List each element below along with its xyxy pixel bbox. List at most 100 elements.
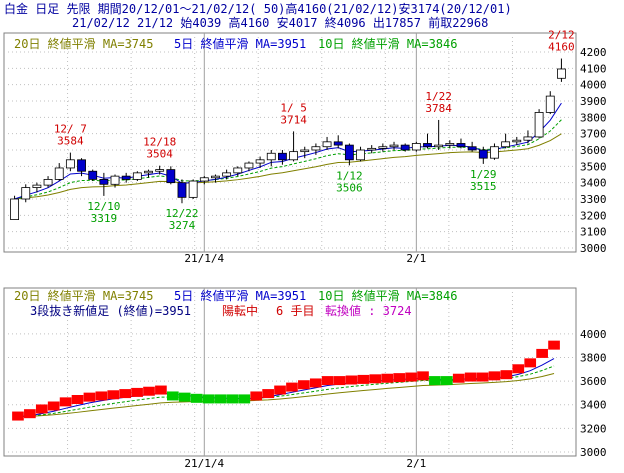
down-brick [202, 394, 215, 404]
up-brick [548, 340, 560, 350]
candle-body [434, 144, 444, 148]
upper-y-tick: 3700 [580, 128, 607, 141]
up-brick [274, 385, 286, 395]
extreme-value-label: 3506 [336, 181, 363, 194]
up-brick [59, 397, 72, 407]
header-line-1: 白金 日足 先限 期間20/12/01～21/02/12( 50)高4160(2… [4, 2, 512, 16]
up-brick [464, 372, 477, 382]
candle-body [155, 169, 165, 172]
up-brick [83, 392, 96, 402]
candle-body [333, 141, 343, 146]
lower-ma-lines [17, 358, 555, 418]
candle-body [77, 159, 86, 172]
up-brick [35, 404, 48, 414]
lower-legend-ma5: 5日 終値平滑 MA=3951 [174, 288, 306, 303]
up-brick [309, 378, 322, 388]
down-brick [166, 391, 179, 401]
up-brick [321, 376, 334, 386]
up-brick [452, 373, 465, 383]
extreme-date-label: 2/12 [548, 29, 575, 42]
up-brick [476, 372, 489, 382]
bricks [12, 340, 560, 421]
candle-body [300, 149, 310, 153]
ma20-line [14, 133, 562, 200]
extreme-value-label: 3784 [425, 102, 452, 115]
down-brick [226, 394, 239, 404]
upper-legend-ma20: 20日 終値平滑 MA=3745 [14, 36, 153, 51]
upper-x-tick: 21/1/4 [184, 252, 224, 265]
lower-legend-status: 陽転中 [222, 303, 258, 318]
upper-y-tick: 3900 [580, 95, 607, 108]
lower-legend-ma20: 20日 終値平滑 MA=3745 [14, 288, 153, 303]
lower-y-tick: 3200 [580, 422, 607, 435]
extreme-date-label: 1/ 5 [280, 101, 307, 114]
extreme-value-label: 3584 [57, 135, 84, 148]
candle-body [501, 141, 511, 148]
up-brick [107, 390, 120, 400]
up-brick [393, 373, 406, 383]
upper-y-tick: 4100 [580, 62, 607, 75]
extreme-date-label: 12/10 [87, 200, 120, 213]
up-brick [333, 376, 346, 386]
up-brick [24, 409, 36, 419]
up-brick [12, 411, 24, 421]
candle-body [43, 178, 53, 186]
upper-y-tick: 3300 [580, 193, 607, 206]
candle-body [199, 177, 209, 182]
candle-body [512, 139, 522, 143]
extreme-value-label: 3504 [146, 148, 173, 161]
candle-body [54, 167, 64, 180]
candle-body [344, 144, 354, 161]
candle-body [456, 143, 466, 148]
candle-body [21, 187, 31, 200]
upper-y-tick: 3000 [580, 242, 607, 255]
upper-y-tick: 3200 [580, 209, 607, 222]
candle-body [523, 136, 533, 141]
lower-y-tick: 4000 [580, 328, 607, 341]
candle-body [389, 144, 399, 148]
upper-legend-ma5: 5日 終値平滑 MA=3951 [174, 36, 306, 51]
upper-y-tick: 3800 [580, 111, 607, 124]
up-brick [95, 391, 108, 401]
lower-y-tick: 3400 [580, 399, 607, 412]
lower-y-tick: 3000 [580, 446, 607, 459]
lower-legend-ma10: 10日 終値平滑 MA=3846 [318, 288, 457, 303]
up-brick [71, 395, 84, 404]
lower-y-tick: 3600 [580, 375, 607, 388]
candle-body [423, 143, 432, 148]
extreme-date-label: 12/22 [165, 207, 198, 220]
candle-body [32, 184, 42, 188]
extreme-value-label: 3714 [280, 113, 307, 126]
up-brick [143, 386, 155, 396]
candle-body [490, 146, 499, 159]
down-brick [190, 393, 203, 403]
up-brick [357, 374, 370, 384]
candle-body [99, 178, 109, 185]
up-brick [536, 348, 548, 358]
down-brick [440, 376, 453, 386]
extreme-value-label: 4160 [548, 41, 575, 54]
up-brick [155, 385, 167, 395]
candle-body [322, 141, 332, 148]
candle-body [356, 149, 365, 161]
candle-body [545, 95, 555, 113]
candle-body [144, 170, 153, 174]
extreme-value-label: 3274 [169, 219, 196, 232]
upper-grid [4, 33, 576, 252]
candle-body [311, 146, 321, 151]
candle-body [110, 175, 120, 185]
candle-body [244, 162, 254, 169]
candle-body [121, 175, 131, 180]
lower-x-tick: 2/1 [406, 457, 426, 470]
candle-body [445, 143, 455, 146]
candle-body [188, 180, 198, 198]
candle-body [557, 68, 566, 79]
upper-y-tick: 4200 [580, 46, 607, 59]
up-brick [500, 370, 513, 380]
lower-legend-reversal: 転換値 : 3724 [325, 303, 412, 318]
candle-body [166, 169, 176, 184]
candle-body [467, 146, 477, 151]
extreme-date-label: 12/ 7 [54, 123, 87, 136]
upper-y-tick: 3500 [580, 160, 607, 173]
